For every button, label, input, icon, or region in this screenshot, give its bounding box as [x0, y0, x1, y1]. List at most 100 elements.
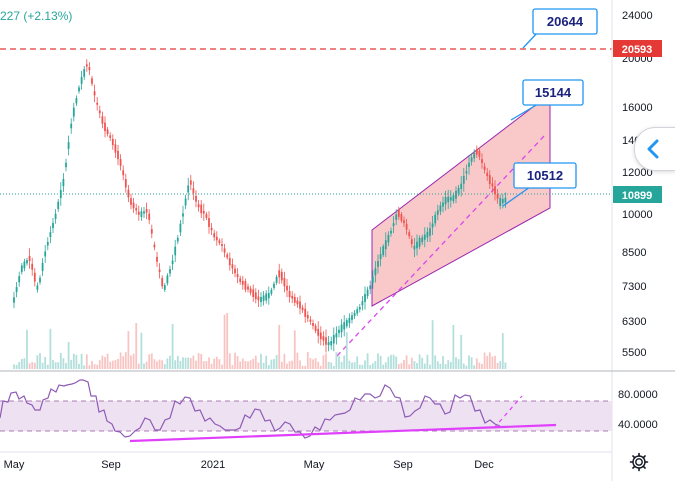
volume-bar	[387, 356, 390, 369]
volume-bar	[59, 353, 62, 369]
candle-body	[169, 269, 171, 274]
candle-body	[140, 211, 143, 217]
candle-body	[278, 270, 281, 278]
volume-bar	[174, 360, 177, 369]
volume-bar	[262, 362, 265, 369]
candle-body	[447, 196, 450, 203]
volume-bar	[273, 359, 275, 369]
volume-bar	[278, 324, 281, 369]
candle-body	[249, 288, 252, 293]
volume-bar	[46, 364, 49, 369]
callout-10512[interactable]: 10512	[502, 162, 577, 207]
candle-body	[91, 78, 93, 84]
volume-bar	[205, 361, 208, 369]
price-tick: 8500	[622, 247, 646, 259]
candle-body	[114, 144, 117, 153]
volume-bar	[426, 354, 429, 369]
rsi-trendline[interactable]	[129, 423, 557, 443]
candle-body	[468, 162, 470, 167]
volume-bar	[291, 360, 294, 369]
candle-body	[44, 251, 47, 257]
volume-bar	[491, 356, 494, 369]
price-channel[interactable]	[371, 92, 551, 307]
candle-body	[338, 329, 340, 334]
volume-bar	[478, 362, 481, 369]
candle-body	[244, 281, 247, 290]
candle-body	[382, 246, 385, 256]
volume-bar	[140, 332, 143, 369]
volume-bar	[210, 363, 213, 369]
candle-body	[28, 255, 31, 262]
candle-body	[478, 150, 481, 157]
rsi-axis[interactable]: 80.0000 40.0000	[618, 389, 658, 431]
candle-body	[418, 237, 421, 247]
candle-body	[189, 180, 192, 185]
volume-bar	[442, 356, 444, 369]
volume-bar	[192, 355, 195, 369]
candle-body	[358, 306, 361, 310]
candle-body	[208, 218, 210, 227]
candle-body	[460, 183, 463, 189]
volume-bar	[41, 362, 44, 369]
candle-body	[374, 268, 377, 276]
candle-body	[31, 263, 34, 270]
candle-body	[421, 237, 424, 243]
volume-bar	[377, 353, 379, 369]
callout-15144[interactable]: 15144	[510, 79, 584, 121]
chart-settings-button[interactable]	[629, 452, 649, 472]
candle-body	[98, 110, 101, 114]
price-change-label: 227 (+2.13%)	[0, 9, 72, 23]
resistance-price-tag: 20593	[613, 40, 662, 57]
scroll-back-button[interactable]	[634, 127, 675, 171]
volume-bar	[470, 357, 473, 369]
volume-bar	[18, 362, 21, 369]
volume-bar	[434, 355, 437, 369]
volume-bar	[405, 355, 408, 369]
candle-body	[70, 123, 73, 129]
time-tick: Sep	[101, 459, 121, 471]
volume-bar	[117, 359, 119, 369]
candle-body	[137, 211, 140, 215]
volume-bar	[241, 358, 244, 369]
time-axis[interactable]: May Sep 2021 May Sep Dec	[4, 459, 495, 471]
volume-bar	[49, 328, 52, 369]
volume-bar	[179, 361, 182, 369]
volume-bar	[23, 358, 26, 369]
candle-body	[202, 210, 205, 214]
volume-bar	[468, 355, 470, 369]
candle-body	[436, 210, 439, 215]
candle-body	[400, 214, 403, 221]
volume-bar	[182, 357, 184, 369]
candle-body	[83, 69, 86, 77]
last-price-tag: 10899	[613, 186, 662, 203]
candle-body	[72, 107, 75, 117]
candle-body	[286, 285, 288, 291]
candle-body	[150, 229, 153, 234]
callout-20644[interactable]: 20644	[522, 8, 598, 49]
candle-body	[130, 198, 132, 205]
candle-body	[117, 150, 119, 160]
price-axis[interactable]: 2400020000160001400012000100008500730063…	[622, 10, 653, 359]
candle-body	[449, 197, 452, 201]
volume-bar	[481, 364, 483, 369]
candle-body	[176, 237, 179, 242]
candle-body	[179, 223, 182, 233]
volume-bar	[275, 354, 278, 369]
candle-body	[273, 283, 275, 288]
time-tick: 2021	[201, 459, 225, 471]
volume-bar	[166, 358, 169, 369]
volume-bar	[286, 363, 288, 369]
candle-body	[351, 315, 353, 320]
candle-body	[392, 223, 395, 227]
volume-series	[13, 313, 507, 369]
candle-body	[174, 246, 177, 256]
volume-bar	[330, 362, 333, 369]
volume-bar	[338, 356, 340, 369]
volume-bar	[137, 363, 140, 369]
candle-body	[210, 227, 213, 231]
callout-label: 10512	[527, 168, 563, 183]
volume-bar	[335, 352, 338, 369]
candle-body	[340, 324, 343, 333]
candle-body	[296, 300, 299, 305]
